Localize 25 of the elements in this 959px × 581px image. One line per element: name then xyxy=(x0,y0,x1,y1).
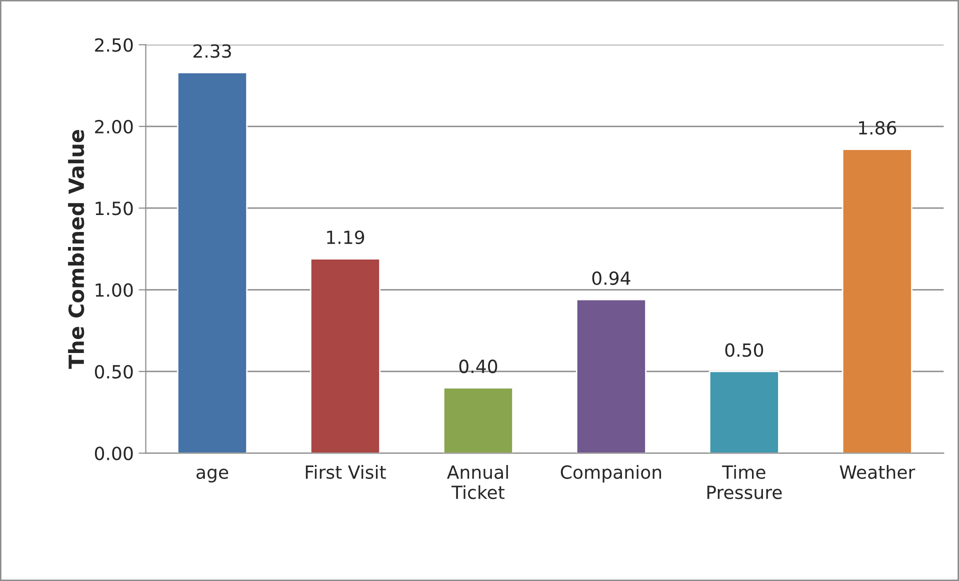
y-tick-label: 0.00 xyxy=(94,446,133,460)
x-tick-label: Companion xyxy=(560,464,662,482)
y-tick-label: 1.00 xyxy=(96,283,133,297)
y-tick-label: 0.50 xyxy=(94,364,133,379)
x-tick-label: First Visit xyxy=(306,464,386,479)
bar xyxy=(708,370,780,454)
x-tick-label: Weather xyxy=(840,464,916,479)
data-label: 0.40 xyxy=(459,360,498,374)
x-tick-label: age xyxy=(196,468,228,482)
bar xyxy=(176,72,248,454)
y-tick-label: 2.00 xyxy=(95,120,133,134)
bar xyxy=(442,387,514,454)
y-tick-label: 1.50 xyxy=(96,202,133,216)
data-label: 1.86 xyxy=(859,121,896,135)
x-tick-label: Annual Ticket xyxy=(446,464,508,500)
bar xyxy=(842,148,912,454)
y-axis-title: The Combined Value xyxy=(68,130,84,369)
x-tick-label: Time Pressure xyxy=(707,464,782,500)
bar xyxy=(576,298,646,454)
data-label: 1.19 xyxy=(327,230,364,244)
data-label: 0.50 xyxy=(725,343,764,357)
data-label: 2.33 xyxy=(193,44,231,58)
bar xyxy=(310,258,381,454)
data-label: 0.94 xyxy=(592,271,630,285)
y-tick-label: 2.50 xyxy=(95,38,133,52)
